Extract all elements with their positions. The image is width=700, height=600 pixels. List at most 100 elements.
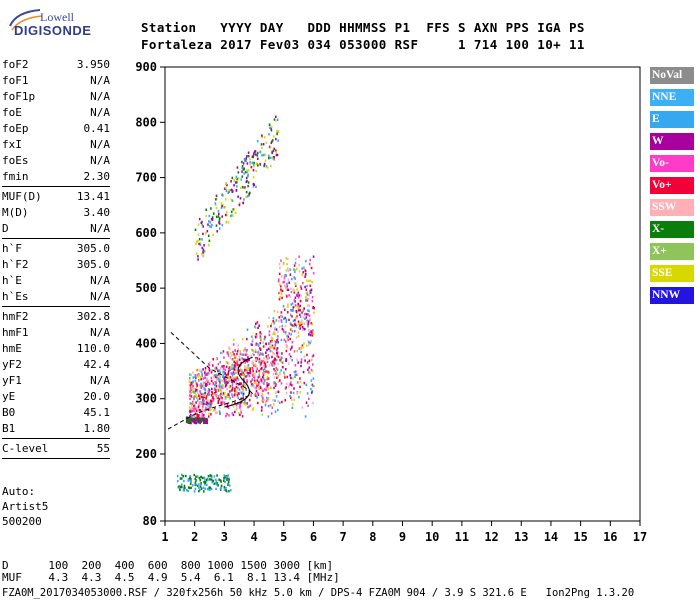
echo-point xyxy=(273,364,275,367)
echo-point xyxy=(284,376,286,379)
echo-point xyxy=(217,401,220,405)
echo-point xyxy=(243,353,245,356)
echo-point xyxy=(271,340,273,344)
echo-point xyxy=(190,415,193,418)
echo-point xyxy=(241,373,243,376)
echo-point xyxy=(195,479,197,482)
echo-point xyxy=(196,416,198,419)
echo-point xyxy=(305,273,307,276)
echo-point xyxy=(275,150,277,154)
echo-point xyxy=(311,323,314,326)
echo-point xyxy=(271,360,273,363)
echo-point xyxy=(265,141,268,144)
echo-point xyxy=(245,176,248,180)
echo-point xyxy=(212,409,215,412)
echo-point xyxy=(221,401,224,404)
echo-point xyxy=(272,317,275,320)
echo-point xyxy=(194,409,197,412)
echo-point xyxy=(250,354,252,357)
echo-point xyxy=(229,390,231,393)
echo-point xyxy=(299,391,301,394)
echo-point xyxy=(273,118,276,121)
echo-point xyxy=(274,326,276,329)
echo-point xyxy=(203,476,206,479)
echo-point xyxy=(186,416,188,420)
echo-point xyxy=(189,384,192,387)
echo-point xyxy=(234,356,236,359)
echo-point xyxy=(259,386,262,389)
echo-point xyxy=(237,378,240,381)
echo-point xyxy=(313,384,315,388)
echo-point xyxy=(273,330,275,334)
parameter-value: 2.30 xyxy=(83,170,111,183)
echo-point xyxy=(273,352,276,356)
echo-point xyxy=(302,328,304,332)
echo-point xyxy=(241,165,244,168)
echo-point xyxy=(224,381,226,385)
echo-point xyxy=(261,389,264,392)
echo-point xyxy=(283,308,286,311)
parameter-key: foF1 xyxy=(2,74,29,87)
echo-point xyxy=(226,183,228,187)
echo-point xyxy=(232,413,235,417)
echo-point xyxy=(224,213,227,217)
echo-point xyxy=(273,361,275,365)
echo-point xyxy=(197,374,200,378)
echo-point xyxy=(226,413,228,416)
echo-point xyxy=(187,486,190,489)
echo-point xyxy=(203,409,206,412)
echo-point xyxy=(312,332,315,336)
echo-point xyxy=(202,486,205,489)
echo-point xyxy=(289,394,291,398)
echo-point xyxy=(269,156,272,160)
echo-point xyxy=(305,383,308,386)
echo-point xyxy=(229,347,231,351)
echo-point xyxy=(189,416,192,419)
echo-point xyxy=(236,178,238,181)
echo-point xyxy=(192,401,194,404)
echo-point xyxy=(274,344,277,347)
echo-point xyxy=(310,379,313,382)
echo-point xyxy=(202,400,204,403)
parameter-key: foF2 xyxy=(2,58,29,71)
echo-point xyxy=(225,477,227,480)
echo-point xyxy=(256,357,258,360)
echo-point xyxy=(179,488,181,492)
echo-point xyxy=(223,370,226,374)
echo-point xyxy=(281,296,283,300)
echo-point xyxy=(280,319,283,322)
echo-point xyxy=(210,476,213,480)
echo-point xyxy=(206,377,209,381)
echo-point xyxy=(267,325,269,328)
echo-point xyxy=(293,276,295,279)
echo-point xyxy=(309,258,311,262)
echo-point xyxy=(291,277,293,281)
echo-point xyxy=(280,315,282,318)
echo-point xyxy=(262,153,265,157)
echo-point xyxy=(220,392,222,396)
echo-point xyxy=(292,309,294,312)
echo-point xyxy=(255,169,257,173)
echo-point xyxy=(204,367,207,370)
echo-point xyxy=(299,327,301,330)
echo-point xyxy=(253,350,255,353)
echo-point xyxy=(224,372,226,375)
echo-point xyxy=(235,408,238,411)
echo-point xyxy=(274,327,276,331)
echo-point xyxy=(261,381,264,385)
echo-point xyxy=(246,374,249,377)
echo-point xyxy=(205,395,208,398)
profile-dashed-lower xyxy=(167,392,253,430)
echo-point xyxy=(301,267,303,270)
echo-point xyxy=(255,390,258,393)
auto-program: Artist5 xyxy=(2,500,49,513)
echo-point xyxy=(296,381,299,384)
echo-point xyxy=(301,326,304,329)
echo-point xyxy=(196,484,199,488)
echo-point xyxy=(251,349,254,352)
echo-point xyxy=(231,382,234,386)
echo-point xyxy=(199,479,202,482)
parameter-row: yF2 42.4 xyxy=(2,357,110,373)
echo-point xyxy=(272,360,274,363)
echo-point xyxy=(308,262,311,266)
